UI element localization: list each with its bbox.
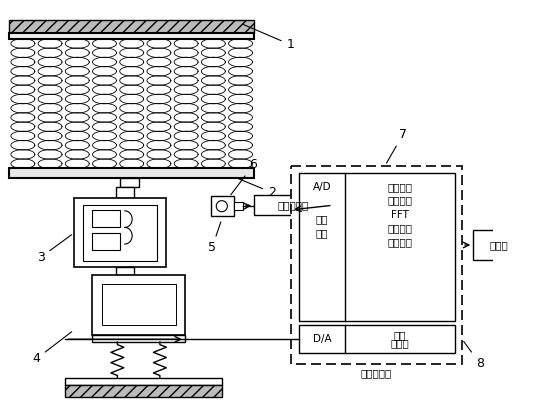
Text: 信号: 信号 [394,330,406,340]
Text: 6: 6 [231,158,257,195]
Text: 频谱分析: 频谱分析 [387,224,413,234]
Bar [102,284,175,325]
Bar [254,195,333,216]
Bar [9,33,254,39]
Text: 频响函数: 频响函数 [387,237,413,247]
Bar [64,378,222,385]
Bar [92,210,120,226]
Bar [74,198,166,267]
Text: 采集: 采集 [316,228,328,238]
Bar [298,325,455,353]
Bar [473,230,524,260]
Text: 5: 5 [208,222,221,254]
Text: A/D: A/D [313,182,331,192]
Text: 信号分析仪: 信号分析仪 [361,369,392,379]
Text: 2: 2 [238,178,276,199]
Bar [64,385,222,397]
Bar [92,274,185,335]
Text: 3: 3 [37,235,72,264]
Bar [120,178,139,187]
Text: FFT: FFT [391,209,409,219]
Text: 信号分析: 信号分析 [387,196,413,206]
Bar [9,20,254,33]
Text: 数据: 数据 [316,214,328,224]
Text: 显示屏: 显示屏 [489,240,508,250]
Text: 发生器: 发生器 [391,339,409,349]
Text: 载荷放大器: 载荷放大器 [277,200,309,210]
Bar [298,173,455,321]
Text: 7: 7 [386,128,407,163]
Text: 4: 4 [33,332,72,365]
Text: 8: 8 [464,342,484,370]
Bar [116,187,134,198]
Bar [211,196,234,216]
Circle shape [216,201,228,212]
Bar [83,205,157,261]
Bar [116,267,134,274]
Text: D/A: D/A [313,334,331,344]
Bar [291,166,462,364]
Bar [92,233,120,250]
Text: 1: 1 [243,24,294,51]
Bar [9,168,254,178]
Bar [92,335,185,342]
Bar [234,203,243,210]
Text: 数据处理: 数据处理 [387,182,413,192]
